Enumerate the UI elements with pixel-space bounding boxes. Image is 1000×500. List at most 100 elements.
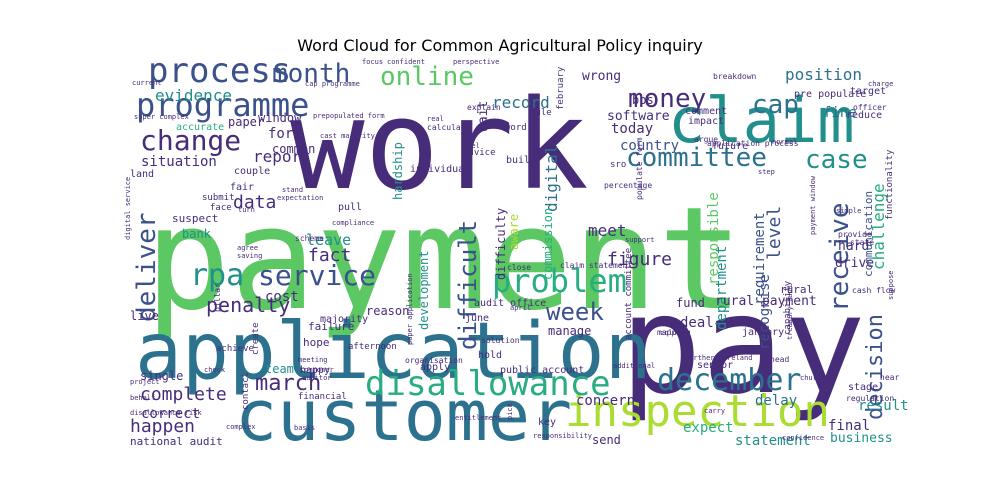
word-correct: correct	[141, 406, 200, 422]
word-financial: financial	[298, 392, 347, 402]
word-super-complex: super complex	[134, 113, 189, 121]
word-failure: failure	[308, 320, 354, 333]
word-commission: commission	[541, 208, 555, 280]
word-achieve: achieve	[216, 344, 254, 354]
word-happy: happy	[300, 365, 330, 376]
word-hold: hold	[478, 350, 502, 361]
word-december: december	[657, 363, 802, 398]
word-payment: payment	[145, 177, 743, 342]
word-simple: simple	[836, 207, 861, 215]
word-saving: saving	[237, 252, 262, 260]
word-normal: normal	[772, 138, 797, 146]
word-word: word	[505, 123, 527, 133]
word-problem: problem	[492, 262, 627, 300]
word-development: development	[417, 251, 431, 330]
word-step: step	[758, 168, 775, 176]
word-today: today	[611, 121, 653, 137]
word-wrong: wrong	[582, 69, 621, 84]
word-accurate: accurate	[176, 122, 224, 133]
word-meeting: meeting	[298, 356, 328, 364]
word-challenge: challenge	[869, 183, 888, 270]
word-percentage: percentage	[604, 181, 652, 190]
word-january: january	[742, 327, 784, 338]
word-couple: couple	[234, 166, 270, 177]
word-pull: pull	[338, 202, 362, 213]
word-data: data	[233, 192, 276, 213]
word-software: software	[607, 109, 670, 124]
word-deal: deal	[680, 315, 714, 331]
word-capability: capability	[783, 280, 793, 335]
word-manage: manage	[548, 324, 591, 338]
word-confidence: confidence	[782, 434, 824, 442]
word-real: real	[427, 115, 444, 123]
word-carry: carry	[704, 407, 725, 415]
word-solution: solution	[481, 336, 520, 345]
word-live: live	[130, 309, 159, 323]
word-difficult: difficult	[454, 220, 482, 350]
word-reduce: reduce	[846, 110, 882, 121]
word-cash-flow: cash flow	[852, 286, 896, 295]
word-prepopulated-form: prepopulated form	[313, 112, 385, 120]
word-turn: turn	[238, 206, 255, 214]
word-team: team	[265, 362, 294, 376]
word-receive: receive	[825, 202, 855, 312]
word-advice: advice	[463, 148, 496, 158]
word-bps: bps	[632, 93, 654, 107]
word-confident: confident	[387, 58, 425, 66]
word-figure: figure	[607, 249, 672, 270]
word-business: business	[830, 431, 893, 446]
word-colour: colour	[660, 329, 685, 337]
word-reason: reason	[366, 304, 409, 318]
word-hard: hard	[838, 239, 869, 254]
word-work: work	[290, 74, 589, 218]
word-application: application	[135, 307, 652, 397]
word-money: money	[628, 84, 706, 114]
word-rpa: rpa	[190, 258, 244, 293]
word-committee: committee	[626, 143, 767, 173]
word-record: record	[492, 93, 550, 112]
word-mapping: mapping	[657, 328, 691, 337]
word-disallowance-risk: disallowance risk	[130, 409, 202, 417]
word-delay: delay	[755, 393, 797, 409]
word-check: check	[204, 366, 226, 374]
word-paper: paper	[228, 115, 264, 129]
word-pre-populate: pre populate	[794, 89, 866, 100]
word-apply: apply	[420, 362, 450, 373]
word-organisation: organisation	[405, 356, 463, 365]
word-argue: argue	[694, 135, 718, 144]
word-stand: stand	[282, 186, 303, 194]
word-expect: expect	[683, 420, 734, 436]
word-create: create	[251, 322, 261, 355]
word-april: april	[510, 304, 531, 312]
word-suspect: suspect	[172, 212, 218, 225]
word-aware: aware	[507, 214, 521, 250]
word-decision: decision	[863, 314, 888, 420]
word-rural: rural	[780, 283, 813, 296]
word-northern-ireland: northern ireland	[685, 354, 752, 362]
word-process: process	[148, 51, 291, 91]
word-commoner: commoner	[300, 366, 334, 374]
word-submit: submit	[202, 193, 235, 203]
word-send: send	[592, 433, 621, 447]
word-cost: cost	[265, 289, 299, 305]
word-form: form	[268, 126, 302, 142]
word-rule: rule	[530, 108, 552, 118]
word-responsibility: responsibility	[533, 432, 592, 440]
word-leave: leave	[306, 231, 351, 249]
word-digital: digital	[542, 145, 561, 212]
word-account-committee: account committee	[624, 248, 634, 340]
word-month: month	[272, 59, 350, 89]
word-window: window	[258, 111, 302, 125]
word-payment-window: payment window	[809, 175, 817, 235]
word-concern: concern	[576, 393, 635, 409]
word-stage: stage	[848, 382, 878, 393]
word-national-audit: national audit	[130, 435, 223, 448]
word-complex: complex	[226, 423, 256, 431]
word-scheme: scheme	[295, 234, 324, 243]
word-wait: wait	[476, 101, 491, 132]
word-focus: focus	[362, 58, 383, 66]
word-project: project	[130, 378, 160, 386]
word-june: june	[465, 313, 489, 324]
word-officer: officer	[853, 103, 887, 112]
word-case: case	[805, 145, 868, 175]
